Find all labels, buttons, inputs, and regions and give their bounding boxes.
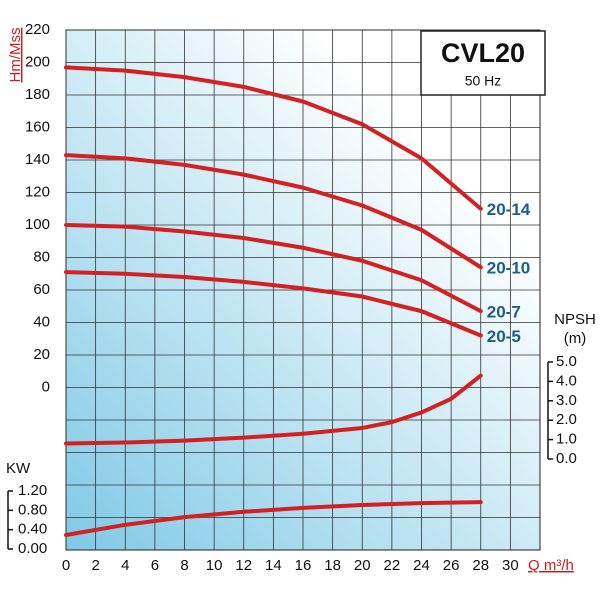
series-line	[64, 373, 483, 446]
title-box	[420, 30, 546, 96]
y3-axis-label: KW	[6, 460, 31, 477]
x-tick-label: 18	[324, 557, 341, 574]
series-line	[64, 500, 483, 537]
x-tick-label: 20	[354, 557, 371, 574]
x-axis-label: Q m³/h	[528, 557, 574, 574]
y2-tick-label: 1.0	[556, 431, 577, 448]
series-label: 20-7	[487, 303, 521, 322]
x-tick-label: 14	[265, 557, 282, 574]
x-tick-label: 28	[472, 557, 489, 574]
y3-tick-label: 0.00	[18, 540, 47, 557]
y-tick-label: 0	[42, 378, 50, 395]
y-tick-label: 200	[25, 53, 50, 70]
x-tick-label: 0	[62, 557, 70, 574]
y-tick-label: 80	[33, 248, 50, 265]
y3-tick-label: 0.40	[18, 521, 47, 538]
y2-axis-label: NPSH	[554, 311, 596, 328]
chart-title: CVL20	[441, 38, 525, 68]
y2-tick-label: 4.0	[556, 372, 577, 389]
x-tick-label: 8	[180, 557, 188, 574]
x-tick-label: 16	[295, 557, 312, 574]
y-tick-label: 20	[33, 346, 50, 363]
chart-subtitle: 50 Hz	[465, 73, 502, 89]
x-tick-label: 10	[206, 557, 223, 574]
y3-tick-label: 0.80	[18, 501, 47, 518]
y2-tick-label: 2.0	[556, 411, 577, 428]
y-tick-label: 140	[25, 151, 50, 168]
x-tick-label: 4	[121, 557, 129, 574]
y-tick-label: 60	[33, 281, 50, 298]
y-tick-label: 220	[25, 21, 50, 38]
y-tick-label: 40	[33, 313, 50, 330]
y2-tick-label: 5.0	[556, 353, 577, 370]
y3-tick-label: 1.20	[18, 482, 47, 499]
y-tick-label: 180	[25, 86, 50, 103]
y2-tick-label: 0.0	[556, 450, 577, 467]
y-tick-label: 160	[25, 118, 50, 135]
series-label: 20-5	[487, 327, 521, 346]
series-label: 20-10	[487, 259, 530, 278]
series-line	[64, 65, 483, 211]
x-tick-label: 24	[413, 557, 430, 574]
y2-tick-label: 3.0	[556, 392, 577, 409]
x-tick-label: 6	[151, 557, 159, 574]
x-tick-label: 30	[502, 557, 519, 574]
series-label: 20-14	[487, 200, 531, 219]
y2-axis-unit: (m)	[564, 330, 587, 347]
y-tick-label: 120	[25, 183, 50, 200]
series-line	[64, 270, 483, 338]
x-tick-label: 26	[443, 557, 460, 574]
x-tick-label: 2	[91, 557, 99, 574]
series-line	[64, 223, 483, 314]
x-tick-label: 12	[235, 557, 252, 574]
x-tick-label: 22	[384, 557, 401, 574]
y-tick-label: 100	[25, 216, 50, 233]
series-line	[64, 153, 483, 270]
y-axis-label: Hm/Mss	[7, 28, 24, 83]
